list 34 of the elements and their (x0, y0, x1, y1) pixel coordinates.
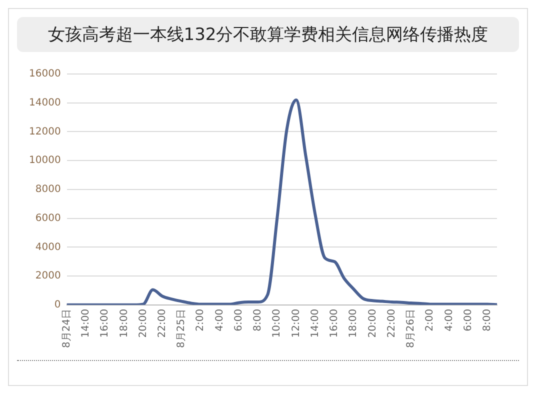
x-tick-label: 20:00 (367, 308, 378, 338)
y-tick-label: 6000 (35, 212, 61, 224)
x-tick-label: 8:00 (252, 308, 264, 332)
x-tick-label: 2:00 (195, 308, 206, 332)
x-tick-label: 16:00 (100, 308, 111, 338)
x-tick-label: 22:00 (157, 308, 168, 338)
x-tick-label: 6:00 (462, 308, 474, 332)
y-tick-label: 14000 (29, 97, 61, 108)
x-tick-label: 8:00 (482, 308, 494, 332)
x-tick-label: 12:00 (290, 308, 302, 338)
x-tick-label: 2:00 (424, 308, 436, 332)
x-tick-label: 18:00 (118, 308, 130, 338)
x-tick-label: 14:00 (310, 308, 321, 338)
x-tick-label: 10:00 (272, 308, 283, 338)
y-tick-label: 8000 (35, 184, 61, 196)
x-tick-label: 6:00 (233, 308, 244, 332)
x-tick-label: 18:00 (348, 308, 360, 338)
y-tick-label: 2000 (35, 270, 61, 282)
y-tick-label: 0 (54, 300, 61, 311)
x-tick-label: 22:00 (386, 308, 398, 338)
x-tick-label: 8月24日 (61, 308, 72, 348)
y-tick-label: 12000 (29, 126, 61, 138)
line-series (65, 98, 498, 305)
y-tick-label: 16000 (29, 68, 61, 80)
x-tick-label: 14:00 (80, 308, 92, 338)
x-tick-label: 16:00 (329, 308, 340, 338)
x-tick-label: 20:00 (138, 308, 149, 338)
x-tick-label: 4:00 (444, 308, 455, 332)
chart-title: 女孩高考超一本线132分不敢算学费相关信息网络传播热度 (17, 17, 519, 52)
x-tick-label: 4:00 (214, 308, 226, 332)
x-tick-label: 8月25日 (176, 308, 188, 348)
y-tick-label: 10000 (29, 155, 61, 166)
x-tick-label: 8月26日 (406, 308, 417, 348)
y-tick-label: 4000 (35, 242, 61, 253)
